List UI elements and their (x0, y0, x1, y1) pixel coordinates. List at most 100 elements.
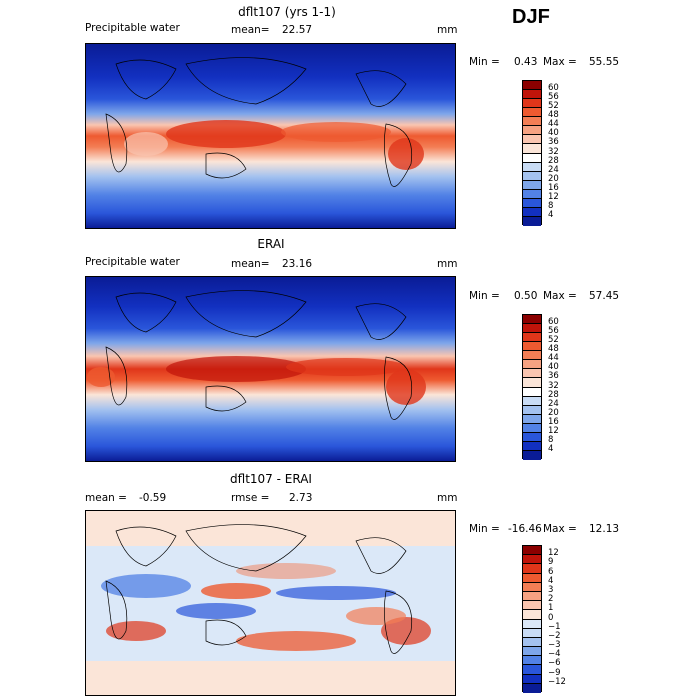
colorbar-diff (522, 545, 542, 693)
min-label-model: Min = (469, 56, 500, 68)
colorbar-tick-label: −4 (548, 649, 561, 660)
colorbar-segment (523, 582, 541, 592)
field-label-model: Precipitable water (85, 22, 180, 34)
field-label-obs: Precipitable water (85, 256, 180, 268)
colorbar-tick-label: 8 (548, 434, 554, 445)
colorbar-segment (523, 369, 541, 379)
colorbar-segment (523, 665, 541, 675)
colorbar-tick-label: 32 (548, 146, 559, 157)
max-value-diff: 12.13 (589, 523, 620, 535)
colorbar-tick-label: 32 (548, 380, 559, 391)
colorbar-tick-label: 4 (548, 209, 554, 220)
map-diff (85, 510, 456, 696)
colorbar-tick-label: −3 (548, 640, 561, 651)
colorbar-tick-label: 60 (548, 83, 559, 94)
min-value-obs: 0.50 (514, 290, 538, 302)
colorbar-tick-label: 20 (548, 407, 559, 418)
colorbar-tick-label: −2 (548, 630, 561, 641)
colorbar-segment (523, 396, 541, 406)
colorbar-tick-label: 52 (548, 335, 559, 346)
panel-title-model: dflt107 (yrs 1-1) (238, 5, 336, 19)
min-value-model: 0.43 (514, 56, 538, 68)
colorbar-tick-label: 4 (548, 443, 554, 454)
colorbar-tick-label: 12 (548, 548, 559, 559)
colorbar-obs (522, 314, 542, 460)
colorbar-tick-label: 40 (548, 128, 559, 139)
colorbar-segment (523, 81, 541, 91)
colorbar-segment (523, 414, 541, 424)
mean-label-obs: mean= (231, 258, 270, 270)
panel-title-diff: dflt107 - ERAI (230, 472, 312, 486)
colorbar-tick-label: −6 (548, 658, 561, 669)
units-model: mm (437, 24, 458, 36)
colorbar-segment (523, 610, 541, 620)
units-obs: mm (437, 258, 458, 270)
mean-value-diff: -0.59 (139, 492, 167, 504)
map-obs (85, 276, 456, 462)
colorbar-segment (523, 333, 541, 343)
colorbar-tick-label: 44 (548, 353, 559, 364)
colorbar-tick-label: 24 (548, 164, 559, 175)
colorbar-segment (523, 432, 541, 442)
rmse-label-diff: rmse = (231, 492, 270, 504)
colorbar-segment (523, 450, 541, 460)
colorbar-segment (523, 378, 541, 388)
colorbar-segment (523, 601, 541, 611)
colorbar-tick-label: −9 (548, 667, 561, 678)
colorbar-tick-label: −12 (548, 676, 566, 687)
colorbar-tick-label: 24 (548, 398, 559, 409)
colorbar-tick-label: −1 (548, 621, 561, 632)
colorbar-segment (523, 555, 541, 565)
colorbar-segment (523, 546, 541, 556)
max-value-model: 55.55 (589, 56, 620, 68)
colorbar-model (522, 80, 542, 226)
colorbar-tick-label: 40 (548, 362, 559, 373)
colorbar-tick-label: 1 (548, 603, 554, 614)
colorbar-segment (523, 656, 541, 666)
colorbar-segment (523, 423, 541, 433)
colorbar-tick-label: 36 (548, 137, 559, 148)
colorbar-segment (523, 189, 541, 199)
colorbar-tick-label: 0 (548, 612, 554, 623)
colorbar-tick-label: 9 (548, 557, 554, 568)
colorbar-segment (523, 405, 541, 415)
colorbar-segment (523, 573, 541, 583)
colorbar-tick-label: 52 (548, 101, 559, 112)
colorbar-segment (523, 153, 541, 163)
colorbar-tick-label: 56 (548, 92, 559, 103)
mean-value-obs: 23.16 (282, 258, 313, 270)
colorbar-tick-label: 2 (548, 594, 554, 605)
colorbar-segment (523, 135, 541, 145)
colorbar-segment (523, 171, 541, 181)
colorbar-tick-label: 44 (548, 119, 559, 130)
colorbar-segment (523, 674, 541, 684)
colorbar-segment (523, 117, 541, 127)
colorbar-tick-label: 4 (548, 575, 554, 586)
colorbar-tick-label: 20 (548, 173, 559, 184)
mean-label-model: mean= (231, 24, 270, 36)
season-label: DJF (512, 6, 550, 28)
colorbar-segment (523, 90, 541, 100)
colorbar-tick-label: 60 (548, 317, 559, 328)
colorbar-segment (523, 342, 541, 352)
colorbar-tick-label: 48 (548, 344, 559, 355)
colorbar-tick-label: 36 (548, 371, 559, 382)
colorbar-tick-label: 12 (548, 191, 559, 202)
colorbar-tick-label: 6 (548, 566, 554, 577)
colorbar-segment (523, 564, 541, 574)
colorbar-segment (523, 387, 541, 397)
colorbar-tick-label: 28 (548, 389, 559, 400)
max-label-obs: Max = (543, 290, 577, 302)
colorbar-segment (523, 198, 541, 208)
colorbar-segment (523, 315, 541, 325)
colorbar-segment (523, 360, 541, 370)
mean-value-model: 22.57 (282, 24, 313, 36)
colorbar-segment (523, 180, 541, 190)
max-label-model: Max = (543, 56, 577, 68)
colorbar-tick-label: 48 (548, 110, 559, 121)
colorbar-tick-label: 16 (548, 416, 559, 427)
min-value-diff: -16.46 (508, 523, 542, 535)
colorbar-segment (523, 351, 541, 361)
colorbar-segment (523, 591, 541, 602)
colorbar-segment (523, 619, 541, 629)
